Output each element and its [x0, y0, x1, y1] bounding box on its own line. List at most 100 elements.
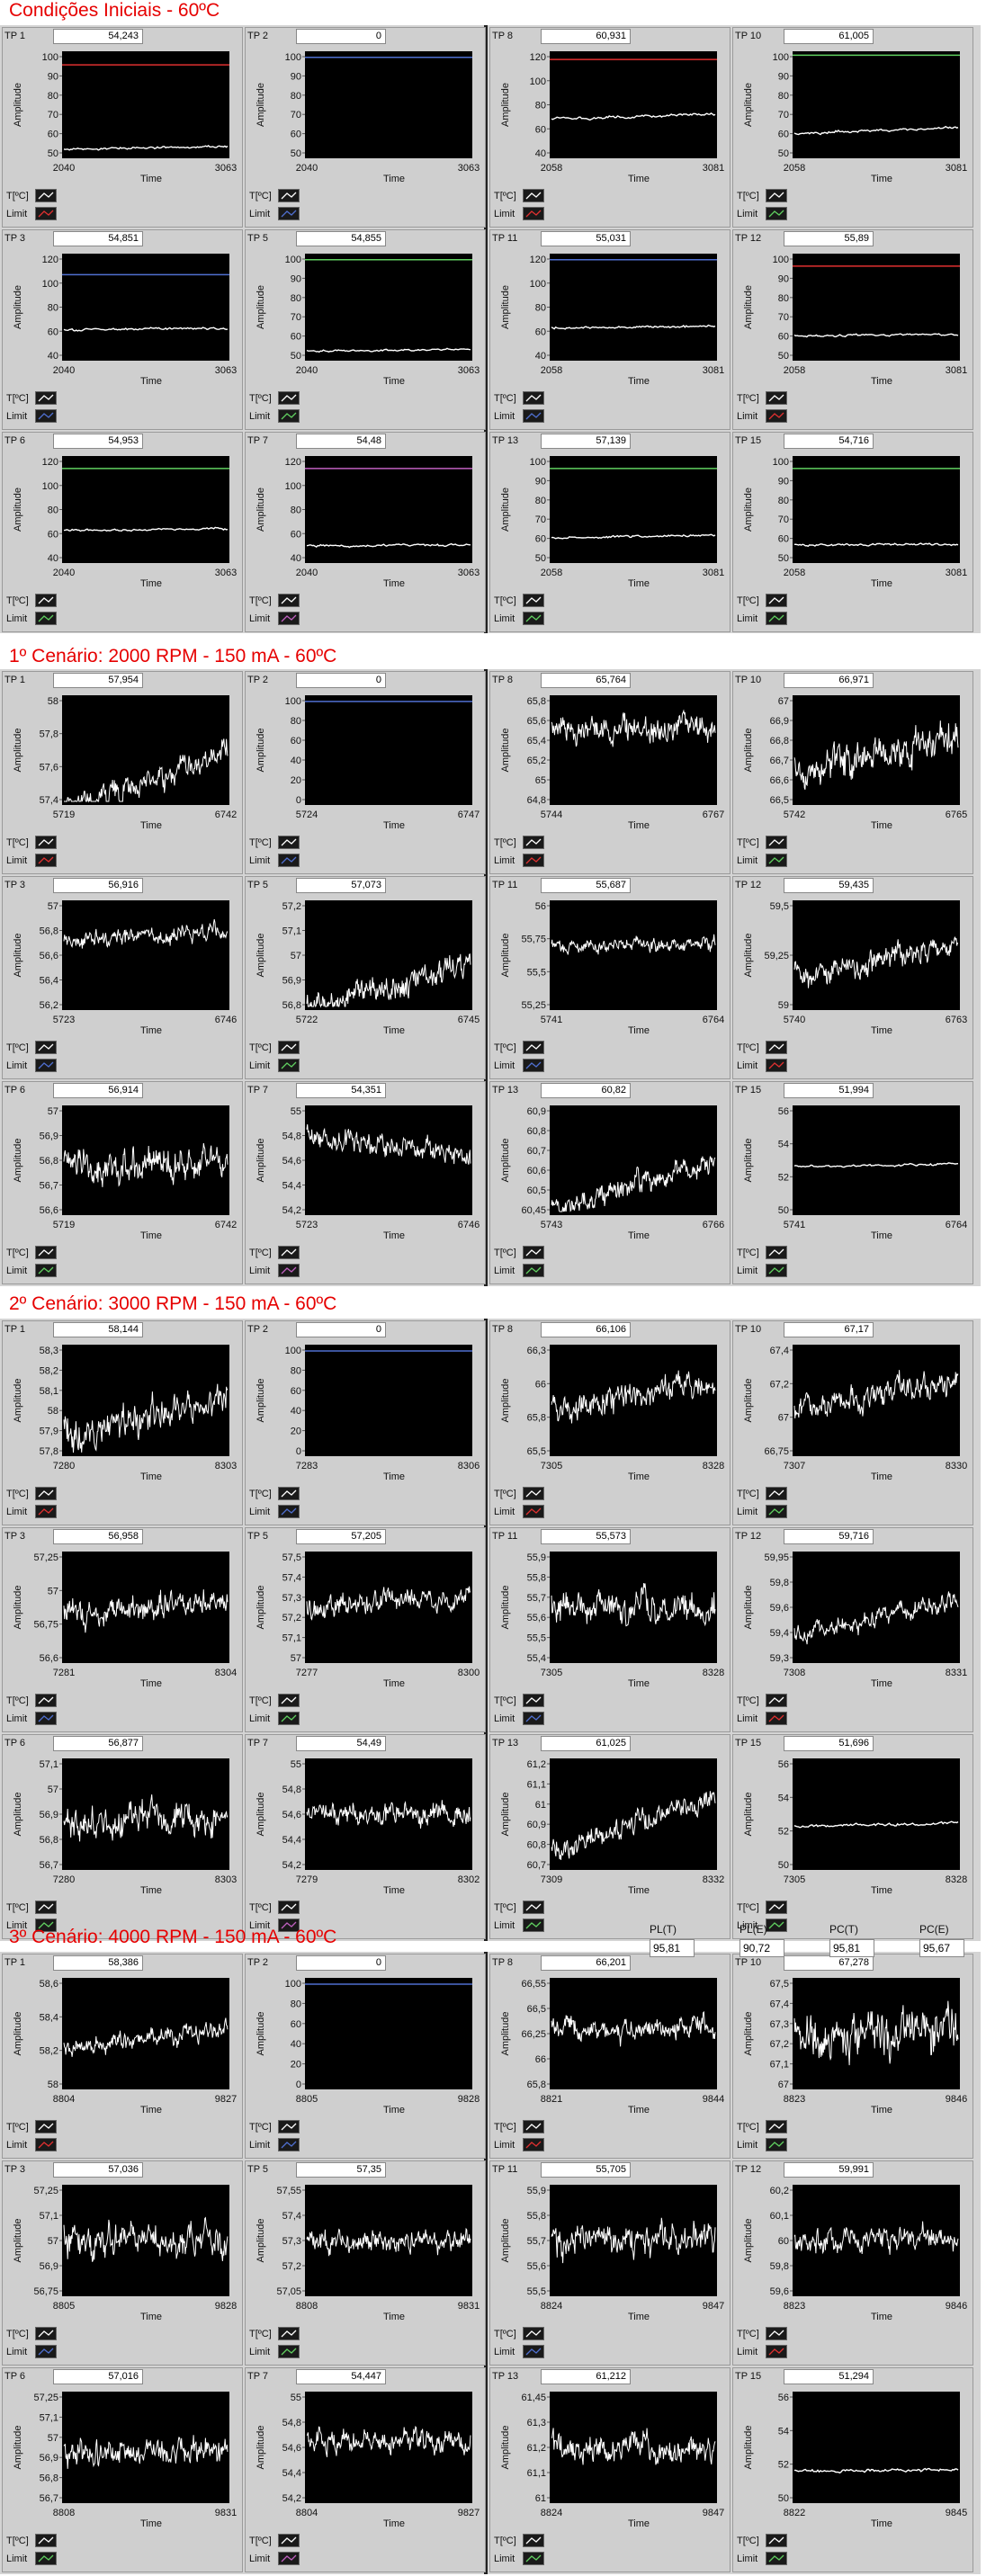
legend-swatch-temperature[interactable] [278, 2534, 300, 2547]
legend-swatch-limit[interactable] [278, 1505, 300, 1518]
legend-swatch-limit[interactable] [523, 854, 544, 867]
legend-swatch-temperature[interactable] [523, 2534, 544, 2547]
legend-swatch-temperature[interactable] [278, 189, 300, 202]
legend-swatch-limit[interactable] [766, 1712, 787, 1725]
legend-swatch-temperature[interactable] [766, 189, 787, 202]
legend-swatch-temperature[interactable] [278, 836, 300, 849]
legend-swatch-temperature[interactable] [278, 1246, 300, 1259]
legend-swatch-temperature[interactable] [35, 2534, 57, 2547]
legend-swatch-limit[interactable] [278, 1264, 300, 1277]
legend-swatch-limit[interactable] [278, 1919, 300, 1932]
legend-swatch-limit[interactable] [35, 2552, 57, 2565]
y-tick-label: 65,8 [527, 1413, 546, 1424]
legend-swatch-limit[interactable] [35, 1919, 57, 1932]
legend-swatch-limit[interactable] [35, 1505, 57, 1518]
legend-swatch-limit[interactable] [35, 1264, 57, 1277]
legend-swatch-temperature[interactable] [278, 2120, 300, 2133]
legend-swatch-limit[interactable] [766, 409, 787, 423]
legend-swatch-limit[interactable] [35, 1712, 57, 1725]
legend-swatch-limit[interactable] [523, 612, 544, 625]
legend-swatch-temperature[interactable] [35, 1041, 57, 1054]
legend-swatch-temperature[interactable] [523, 594, 544, 607]
legend-swatch-limit[interactable] [35, 409, 57, 423]
legend-swatch-temperature[interactable] [278, 1694, 300, 1707]
legend-swatch-temperature[interactable] [523, 1901, 544, 1914]
legend-swatch-limit[interactable] [766, 2552, 787, 2565]
legend-swatch-limit[interactable] [523, 1505, 544, 1518]
legend-swatch-limit[interactable] [766, 207, 787, 220]
legend-swatch-temperature[interactable] [523, 836, 544, 849]
legend-swatch-limit[interactable] [278, 2138, 300, 2151]
legend-swatch-temperature[interactable] [766, 1041, 787, 1054]
legend-swatch-temperature[interactable] [766, 2120, 787, 2133]
legend-swatch-temperature[interactable] [766, 594, 787, 607]
legend-swatch-limit[interactable] [523, 409, 544, 423]
legend-swatch-temperature[interactable] [35, 1246, 57, 1259]
legend-swatch-limit[interactable] [766, 1264, 787, 1277]
legend-swatch-limit[interactable] [523, 2138, 544, 2151]
legend-swatch-temperature[interactable] [35, 2327, 57, 2340]
legend-swatch-limit[interactable] [766, 854, 787, 867]
legend-swatch-temperature[interactable] [278, 1901, 300, 1914]
legend-swatch-limit[interactable] [35, 612, 57, 625]
legend-swatch-temperature[interactable] [278, 1487, 300, 1500]
legend-swatch-temperature[interactable] [35, 391, 57, 405]
legend-swatch-limit[interactable] [35, 1059, 57, 1072]
legend-swatch-temperature[interactable] [523, 1694, 544, 1707]
legend-swatch-limit[interactable] [523, 207, 544, 220]
legend-swatch-temperature[interactable] [278, 2327, 300, 2340]
legend-swatch-limit[interactable] [523, 2552, 544, 2565]
legend-swatch-temperature[interactable] [278, 391, 300, 405]
legend-label-limit: Limit [494, 1920, 515, 1931]
legend-swatch-temperature[interactable] [35, 1694, 57, 1707]
legend-swatch-temperature[interactable] [278, 1041, 300, 1054]
legend-swatch-temperature[interactable] [35, 1487, 57, 1500]
legend-swatch-temperature[interactable] [766, 2327, 787, 2340]
legend-swatch-limit[interactable] [278, 612, 300, 625]
legend-swatch-limit[interactable] [766, 1919, 787, 1932]
legend-swatch-limit[interactable] [278, 1712, 300, 1725]
legend-swatch-temperature[interactable] [523, 2120, 544, 2133]
legend-swatch-temperature[interactable] [523, 391, 544, 405]
legend-swatch-temperature[interactable] [35, 1901, 57, 1914]
legend-swatch-limit[interactable] [278, 409, 300, 423]
legend-swatch-limit[interactable] [278, 2345, 300, 2358]
legend-swatch-temperature[interactable] [35, 189, 57, 202]
legend-swatch-limit[interactable] [35, 207, 57, 220]
legend-swatch-limit[interactable] [523, 1059, 544, 1072]
legend-swatch-temperature[interactable] [766, 836, 787, 849]
legend-swatch-temperature[interactable] [766, 1487, 787, 1500]
legend-swatch-temperature[interactable] [766, 2534, 787, 2547]
legend-swatch-temperature[interactable] [523, 1041, 544, 1054]
legend-swatch-temperature[interactable] [35, 594, 57, 607]
legend-swatch-temperature[interactable] [766, 1901, 787, 1914]
legend-swatch-temperature[interactable] [35, 836, 57, 849]
legend-swatch-limit[interactable] [766, 1505, 787, 1518]
legend-swatch-limit[interactable] [766, 1059, 787, 1072]
legend-swatch-limit[interactable] [523, 1712, 544, 1725]
legend-swatch-temperature[interactable] [523, 189, 544, 202]
legend-swatch-temperature[interactable] [523, 1487, 544, 1500]
y-tick-label: 58 [48, 696, 58, 707]
legend-swatch-limit[interactable] [766, 612, 787, 625]
legend-swatch-temperature[interactable] [523, 2327, 544, 2340]
legend-swatch-limit[interactable] [278, 1059, 300, 1072]
legend-swatch-temperature[interactable] [766, 1694, 787, 1707]
legend-swatch-limit[interactable] [523, 2345, 544, 2358]
legend-swatch-temperature[interactable] [766, 1246, 787, 1259]
legend-swatch-limit[interactable] [278, 207, 300, 220]
legend-swatch-temperature[interactable] [35, 2120, 57, 2133]
legend-swatch-limit[interactable] [35, 2138, 57, 2151]
legend-swatch-limit[interactable] [278, 2552, 300, 2565]
legend-swatch-limit[interactable] [766, 2138, 787, 2151]
legend-swatch-temperature[interactable] [278, 594, 300, 607]
legend-swatch-limit[interactable] [35, 854, 57, 867]
legend-swatch-limit[interactable] [35, 2345, 57, 2358]
legend-swatch-limit[interactable] [523, 1264, 544, 1277]
legend-swatch-temperature[interactable] [523, 1246, 544, 1259]
legend-swatch-temperature[interactable] [766, 391, 787, 405]
legend-swatch-limit[interactable] [766, 2345, 787, 2358]
temperature-series [793, 333, 959, 338]
legend-swatch-limit[interactable] [523, 1919, 544, 1932]
legend-swatch-limit[interactable] [278, 854, 300, 867]
